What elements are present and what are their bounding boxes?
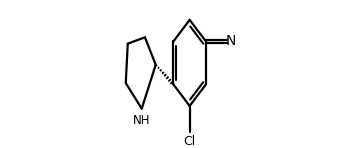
Text: NH: NH xyxy=(133,114,151,127)
Text: Cl: Cl xyxy=(183,135,196,148)
Text: N: N xyxy=(225,34,236,48)
